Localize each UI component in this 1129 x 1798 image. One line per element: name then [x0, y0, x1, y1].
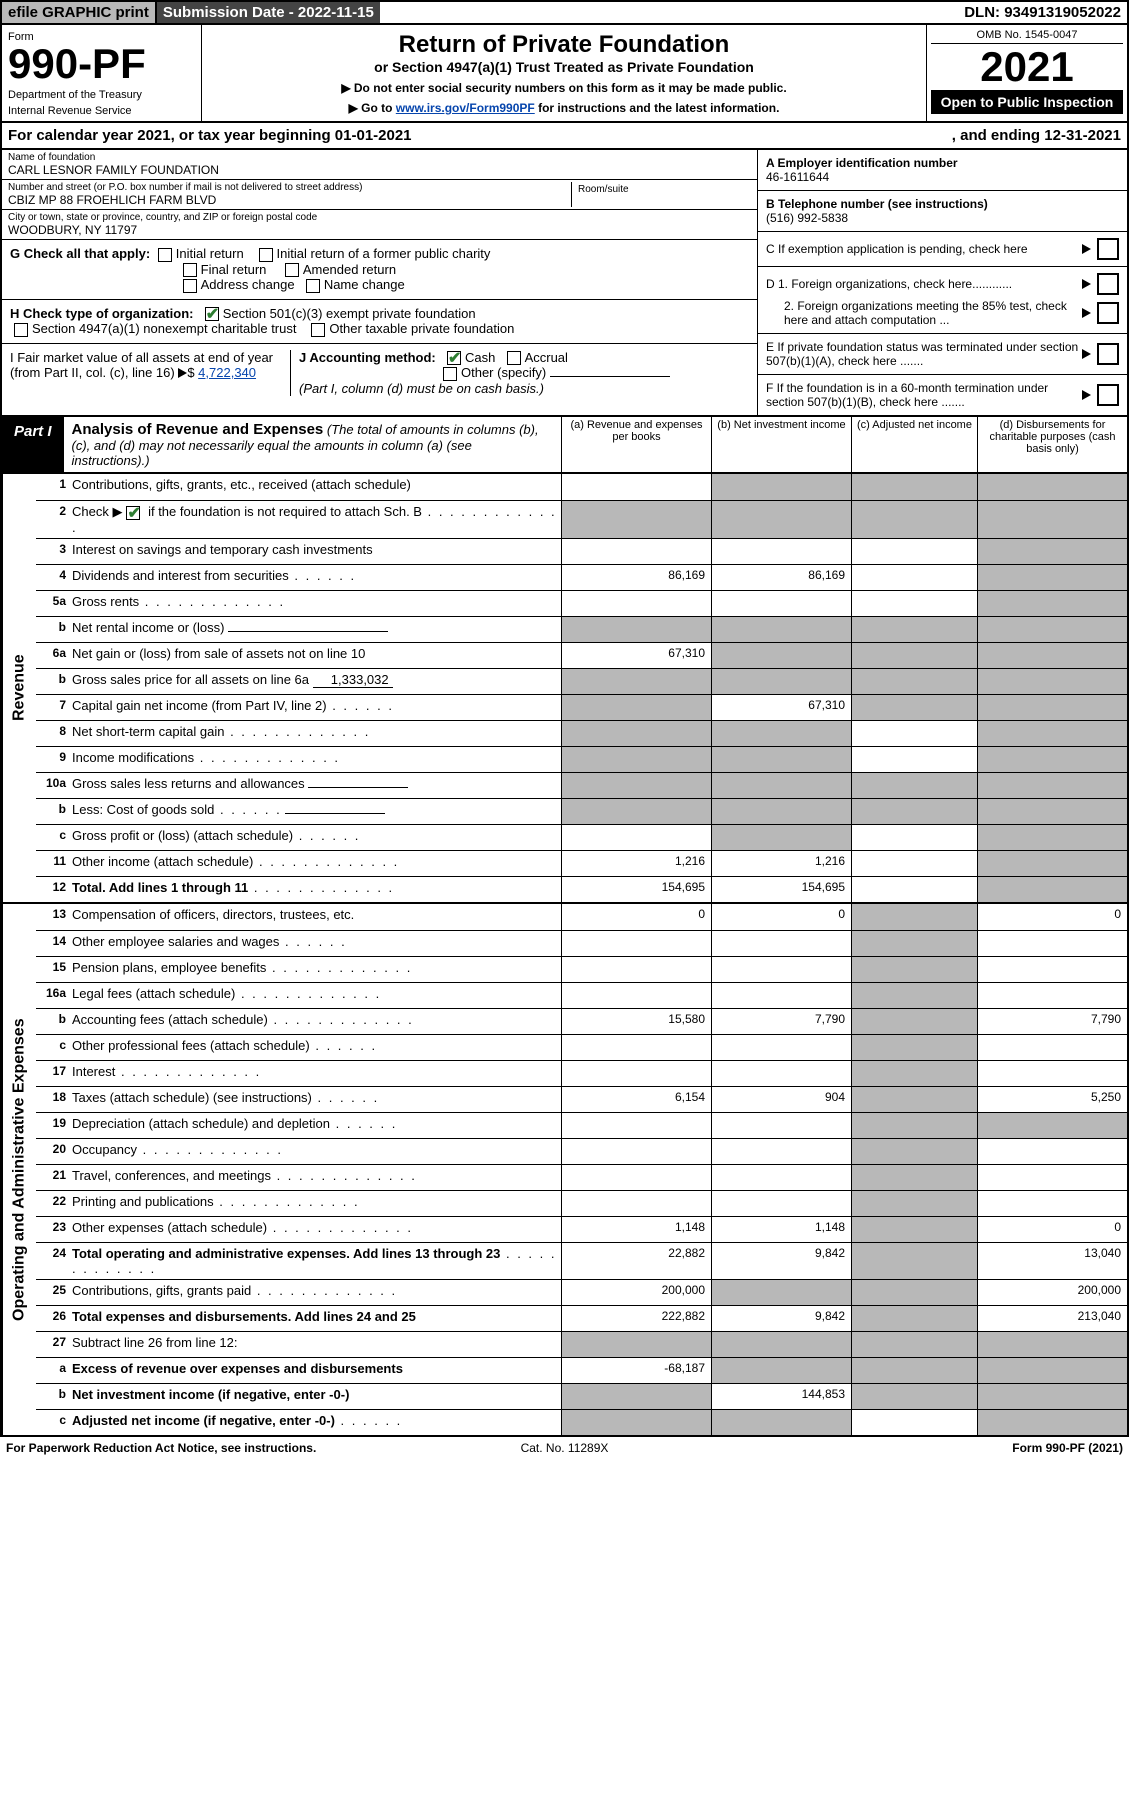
cb-addr-change[interactable]	[183, 279, 197, 293]
ein: 46-1611644	[766, 170, 829, 184]
d1-label: D 1. Foreign organizations, check here..…	[766, 277, 1082, 291]
form-number: 990-PF	[8, 43, 195, 85]
expenses-label: Operating and Administrative Expenses	[2, 904, 36, 1435]
col-d-hdr: (d) Disbursements for charitable purpose…	[977, 417, 1127, 472]
cb-exempt-pending[interactable]	[1097, 238, 1119, 260]
year-begin: For calendar year 2021, or tax year begi…	[8, 127, 952, 144]
cb-other-method[interactable]	[443, 367, 457, 381]
entity-info: Name of foundation CARL LESNOR FAMILY FO…	[0, 150, 1129, 417]
revenue-label: Revenue	[2, 474, 36, 902]
col-b-hdr: (b) Net investment income	[711, 417, 851, 472]
calendar-year-row: For calendar year 2021, or tax year begi…	[0, 123, 1129, 150]
cb-501c3[interactable]	[205, 307, 219, 321]
irs: Internal Revenue Service	[8, 105, 195, 117]
title-main: Return of Private Foundation	[208, 31, 920, 59]
section-h: H Check type of organization: Section 50…	[2, 300, 757, 344]
cb-terminated[interactable]	[1097, 343, 1119, 365]
part-tag: Part I	[2, 417, 64, 472]
tax-year: 2021	[931, 44, 1123, 90]
e-label: E If private foundation status was termi…	[766, 340, 1082, 368]
omb-number: OMB No. 1545-0047	[931, 29, 1123, 44]
phone: (516) 992-5838	[766, 211, 848, 225]
open-inspection: Open to Public Inspection	[931, 90, 1123, 114]
room-label: Room/suite	[571, 182, 751, 207]
dept: Department of the Treasury	[8, 89, 195, 101]
col-c-hdr: (c) Adjusted net income	[851, 417, 977, 472]
city: WOODBURY, NY 11797	[8, 223, 137, 237]
year-end: , and ending 12-31-2021	[952, 127, 1121, 144]
form-header: Form 990-PF Department of the Treasury I…	[0, 25, 1129, 123]
c-label: C If exemption application is pending, c…	[766, 242, 1082, 256]
page-footer: For Paperwork Reduction Act Notice, see …	[0, 1437, 1129, 1459]
cb-4947[interactable]	[14, 323, 28, 337]
city-label: City or town, state or province, country…	[8, 212, 317, 223]
efile-label: efile GRAPHIC print	[2, 2, 157, 23]
tri-icon	[1082, 279, 1091, 289]
cat-no: Cat. No. 11289X	[378, 1441, 750, 1455]
form-ref: Form 990-PF (2021)	[751, 1441, 1123, 1455]
submission-date: Submission Date - 2022-11-15	[157, 2, 380, 23]
cb-85pct[interactable]	[1097, 302, 1119, 324]
fmv-value[interactable]: 4,722,340	[198, 365, 256, 380]
part1-header: Part I Analysis of Revenue and Expenses …	[0, 417, 1129, 474]
d2-label: 2. Foreign organizations meeting the 85%…	[766, 299, 1082, 327]
cb-schb[interactable]	[126, 506, 140, 520]
b-label: B Telephone number (see instructions)	[766, 197, 988, 211]
tri-icon	[1082, 244, 1091, 254]
col-a-hdr: (a) Revenue and expenses per books	[561, 417, 711, 472]
cb-60month[interactable]	[1097, 384, 1119, 406]
title-sub: or Section 4947(a)(1) Trust Treated as P…	[208, 59, 920, 75]
part-title: Analysis of Revenue and Expenses	[72, 421, 324, 438]
name-label: Name of foundation	[8, 152, 751, 163]
cb-other-taxable[interactable]	[311, 323, 325, 337]
tri-icon	[1082, 349, 1091, 359]
f-label: F If the foundation is in a 60-month ter…	[766, 381, 1082, 409]
section-g: G Check all that apply: Initial return I…	[2, 240, 757, 300]
addr-label: Number and street (or P.O. box number if…	[8, 182, 571, 193]
cb-amended[interactable]	[285, 263, 299, 277]
address: CBIZ MP 88 FROEHLICH FARM BLVD	[8, 193, 216, 207]
expenses-section: Operating and Administrative Expenses 13…	[0, 904, 1129, 1437]
cb-name-change[interactable]	[306, 279, 320, 293]
a-label: A Employer identification number	[766, 156, 958, 170]
irs-link[interactable]: www.irs.gov/Form990PF	[396, 101, 535, 115]
dln: DLN: 93491319052022	[958, 2, 1127, 23]
section-ij: I Fair market value of all assets at end…	[2, 344, 757, 402]
triangle-icon	[178, 368, 187, 378]
tri-icon	[1082, 390, 1091, 400]
cb-foreign[interactable]	[1097, 273, 1119, 295]
tri-icon	[1082, 308, 1091, 318]
cb-cash[interactable]	[447, 351, 461, 365]
revenue-section: Revenue 1Contributions, gifts, grants, e…	[0, 474, 1129, 904]
cb-initial-former[interactable]	[259, 248, 273, 262]
j-note: (Part I, column (d) must be on cash basi…	[299, 381, 544, 396]
cb-initial[interactable]	[158, 248, 172, 262]
cb-final[interactable]	[183, 263, 197, 277]
foundation-name: CARL LESNOR FAMILY FOUNDATION	[8, 163, 219, 177]
title-note1: ▶ Do not enter social security numbers o…	[208, 81, 920, 95]
paperwork-notice: For Paperwork Reduction Act Notice, see …	[6, 1441, 378, 1455]
cb-accrual[interactable]	[507, 351, 521, 365]
top-bar: efile GRAPHIC print Submission Date - 20…	[0, 0, 1129, 25]
title-note2: ▶ Go to www.irs.gov/Form990PF for instru…	[208, 101, 920, 115]
